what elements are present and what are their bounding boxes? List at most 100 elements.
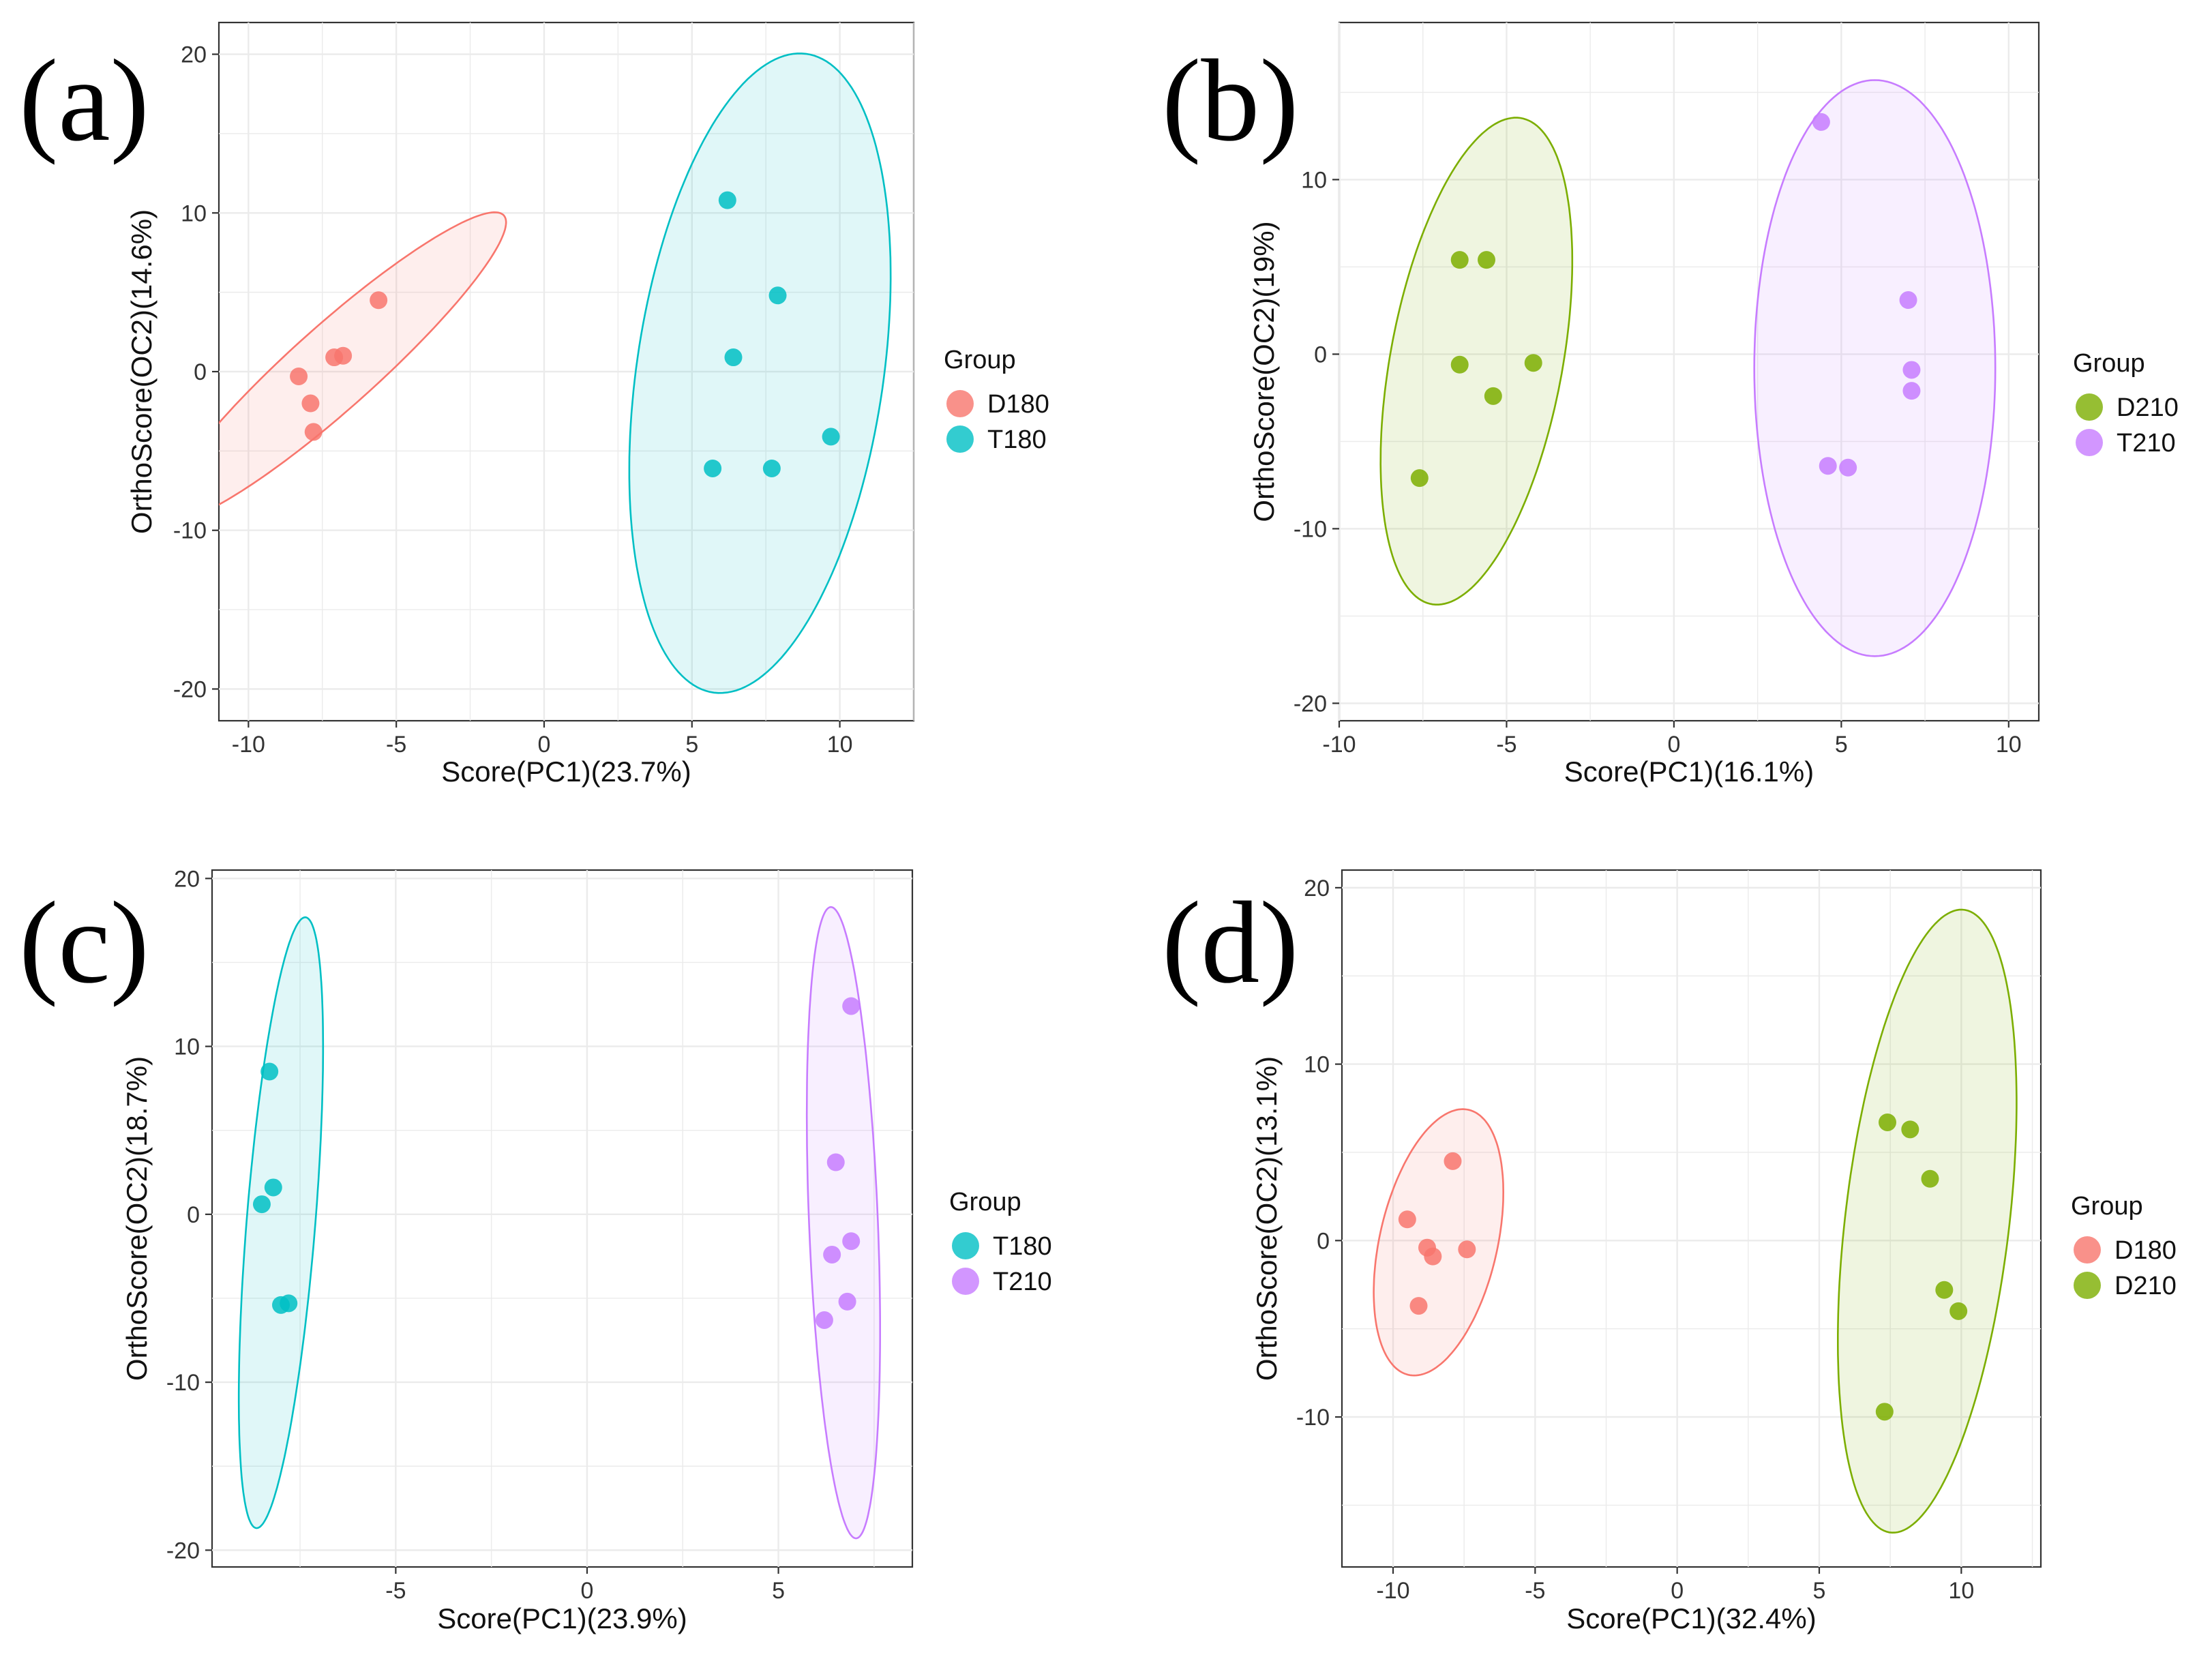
legend-key bbox=[2074, 1236, 2101, 1264]
x-tick-label: 5 bbox=[1835, 732, 1848, 758]
panel-label: (c) bbox=[19, 878, 149, 1008]
point-d210 bbox=[1484, 387, 1502, 405]
plot-area bbox=[1341, 869, 2042, 1568]
point-t180 bbox=[260, 1062, 279, 1081]
point-t210 bbox=[1899, 291, 1917, 310]
point-d210 bbox=[1935, 1281, 1954, 1299]
point-d210 bbox=[1410, 469, 1429, 488]
legend-label: T210 bbox=[993, 1268, 1052, 1296]
point-d180 bbox=[1444, 1152, 1462, 1170]
legend: Group T180 T210 bbox=[949, 1188, 1052, 1296]
x-tick-label: -10 bbox=[232, 732, 265, 758]
y-tick-label: -20 bbox=[173, 676, 207, 702]
ellipse-d210 bbox=[1837, 908, 2018, 1534]
y-tick-label: 10 bbox=[174, 1034, 200, 1060]
point-d180 bbox=[1424, 1247, 1442, 1266]
legend-key bbox=[946, 390, 974, 417]
gridlines bbox=[219, 23, 914, 721]
point-d210 bbox=[1921, 1169, 1939, 1188]
y-tick-label: 10 bbox=[1304, 1052, 1330, 1078]
ellipse-d180 bbox=[219, 211, 507, 506]
point-t210 bbox=[1902, 382, 1921, 400]
legend-label: D180 bbox=[2114, 1236, 2177, 1265]
legend-key bbox=[2076, 393, 2103, 421]
y-tick-label: -20 bbox=[1294, 691, 1327, 717]
y-tick-label: 10 bbox=[181, 200, 207, 226]
axes: -10 -5 0 5 10 -20 -10 0 10 bbox=[1294, 167, 2022, 758]
point-t210 bbox=[823, 1245, 841, 1264]
x-axis-title: Score(PC1)(23.7%) bbox=[441, 756, 691, 788]
axes: -5 0 5 -20 -10 0 10 20 bbox=[166, 866, 785, 1604]
y-axis-title: OrthoScore(OC2)(13.1%) bbox=[1251, 1056, 1283, 1381]
confidence-ellipses bbox=[219, 53, 892, 694]
x-axis-title: Score(PC1)(16.1%) bbox=[1564, 756, 1814, 788]
legend: Group D210 T210 bbox=[2073, 349, 2179, 458]
plot-marks: -5 0 5 -20 -10 0 10 20 bbox=[166, 866, 912, 1604]
axes: -10 -5 0 5 10 -10 0 10 20 bbox=[1296, 876, 1974, 1604]
point-t210 bbox=[1902, 361, 1921, 379]
confidence-ellipses bbox=[1373, 908, 2018, 1534]
ellipse-t180 bbox=[628, 53, 892, 694]
x-tick-label: 0 bbox=[581, 1578, 594, 1604]
data-points bbox=[1398, 1113, 1968, 1421]
data-points bbox=[1410, 113, 1921, 488]
point-t210 bbox=[815, 1311, 833, 1329]
legend-label: D180 bbox=[987, 390, 1049, 419]
legend-title: Group bbox=[2071, 1192, 2143, 1221]
point-d210 bbox=[1450, 355, 1469, 374]
y-tick-label: 20 bbox=[1304, 876, 1330, 901]
x-tick-label: 5 bbox=[772, 1578, 785, 1604]
confidence-ellipses bbox=[1379, 79, 1997, 657]
x-tick-label: 10 bbox=[1996, 732, 2022, 758]
legend-label: T180 bbox=[987, 425, 1047, 454]
gridlines bbox=[1338, 23, 2039, 721]
point-d180 bbox=[325, 348, 344, 367]
plot-marks: -10 -5 0 5 10 -20 -10 0 10 20 bbox=[173, 23, 914, 758]
ellipse-d180 bbox=[1373, 1108, 1505, 1377]
x-tick-label: 10 bbox=[827, 732, 853, 758]
y-tick-label: 0 bbox=[1314, 342, 1327, 368]
x-axis-title: Score(PC1)(23.9%) bbox=[437, 1602, 687, 1634]
point-d210 bbox=[1450, 251, 1469, 269]
x-tick-label: -5 bbox=[1525, 1578, 1545, 1604]
point-d180 bbox=[304, 423, 323, 441]
legend-title: Group bbox=[944, 346, 1016, 374]
ellipse-d210 bbox=[1379, 117, 1574, 606]
x-tick-label: -5 bbox=[386, 732, 406, 758]
y-tick-label: -10 bbox=[173, 518, 207, 544]
point-t180 bbox=[768, 286, 787, 305]
legend-label: T210 bbox=[2117, 429, 2176, 458]
x-axis-title: Score(PC1)(32.4%) bbox=[1566, 1602, 1816, 1634]
plot-marks: -10 -5 0 5 10 -10 0 10 20 bbox=[1296, 870, 2041, 1604]
plot-area bbox=[211, 869, 914, 1568]
panel-label: (a) bbox=[19, 36, 149, 166]
plot-marks: -10 -5 0 5 10 -20 -10 0 10 bbox=[1294, 23, 2039, 758]
y-tick-label: -20 bbox=[166, 1538, 200, 1564]
panel-b: (b) -10 -5 0 5 10 -20 -10 0 10 OrthoScore(OC2)(1… bbox=[1162, 21, 2179, 788]
point-d210 bbox=[1875, 1403, 1894, 1421]
point-t210 bbox=[1839, 458, 1857, 477]
point-d180 bbox=[290, 367, 308, 385]
legend-label: T180 bbox=[993, 1232, 1052, 1261]
x-tick-label: -10 bbox=[1376, 1578, 1409, 1604]
legend-key bbox=[952, 1232, 979, 1259]
point-t180 bbox=[718, 191, 736, 209]
legend-label: D210 bbox=[2114, 1272, 2177, 1300]
point-t180 bbox=[252, 1195, 271, 1214]
axes: -10 -5 0 5 10 -20 -10 0 10 20 bbox=[173, 42, 853, 758]
point-d210 bbox=[1524, 354, 1542, 372]
legend: Group D180 D210 bbox=[2071, 1192, 2177, 1300]
ellipse-t210 bbox=[805, 906, 881, 1540]
point-t180 bbox=[762, 459, 781, 477]
point-t210 bbox=[842, 997, 861, 1015]
x-tick-label: -10 bbox=[1322, 732, 1356, 758]
x-tick-label: 0 bbox=[1667, 732, 1680, 758]
y-axis-title: OrthoScore(OC2)(14.6%) bbox=[125, 209, 158, 534]
y-axis-title: OrthoScore(OC2)(19%) bbox=[1248, 221, 1280, 522]
point-t180 bbox=[822, 428, 840, 446]
y-tick-label: -10 bbox=[1296, 1405, 1330, 1431]
point-d180 bbox=[1458, 1240, 1476, 1259]
point-d210 bbox=[1949, 1302, 1968, 1320]
